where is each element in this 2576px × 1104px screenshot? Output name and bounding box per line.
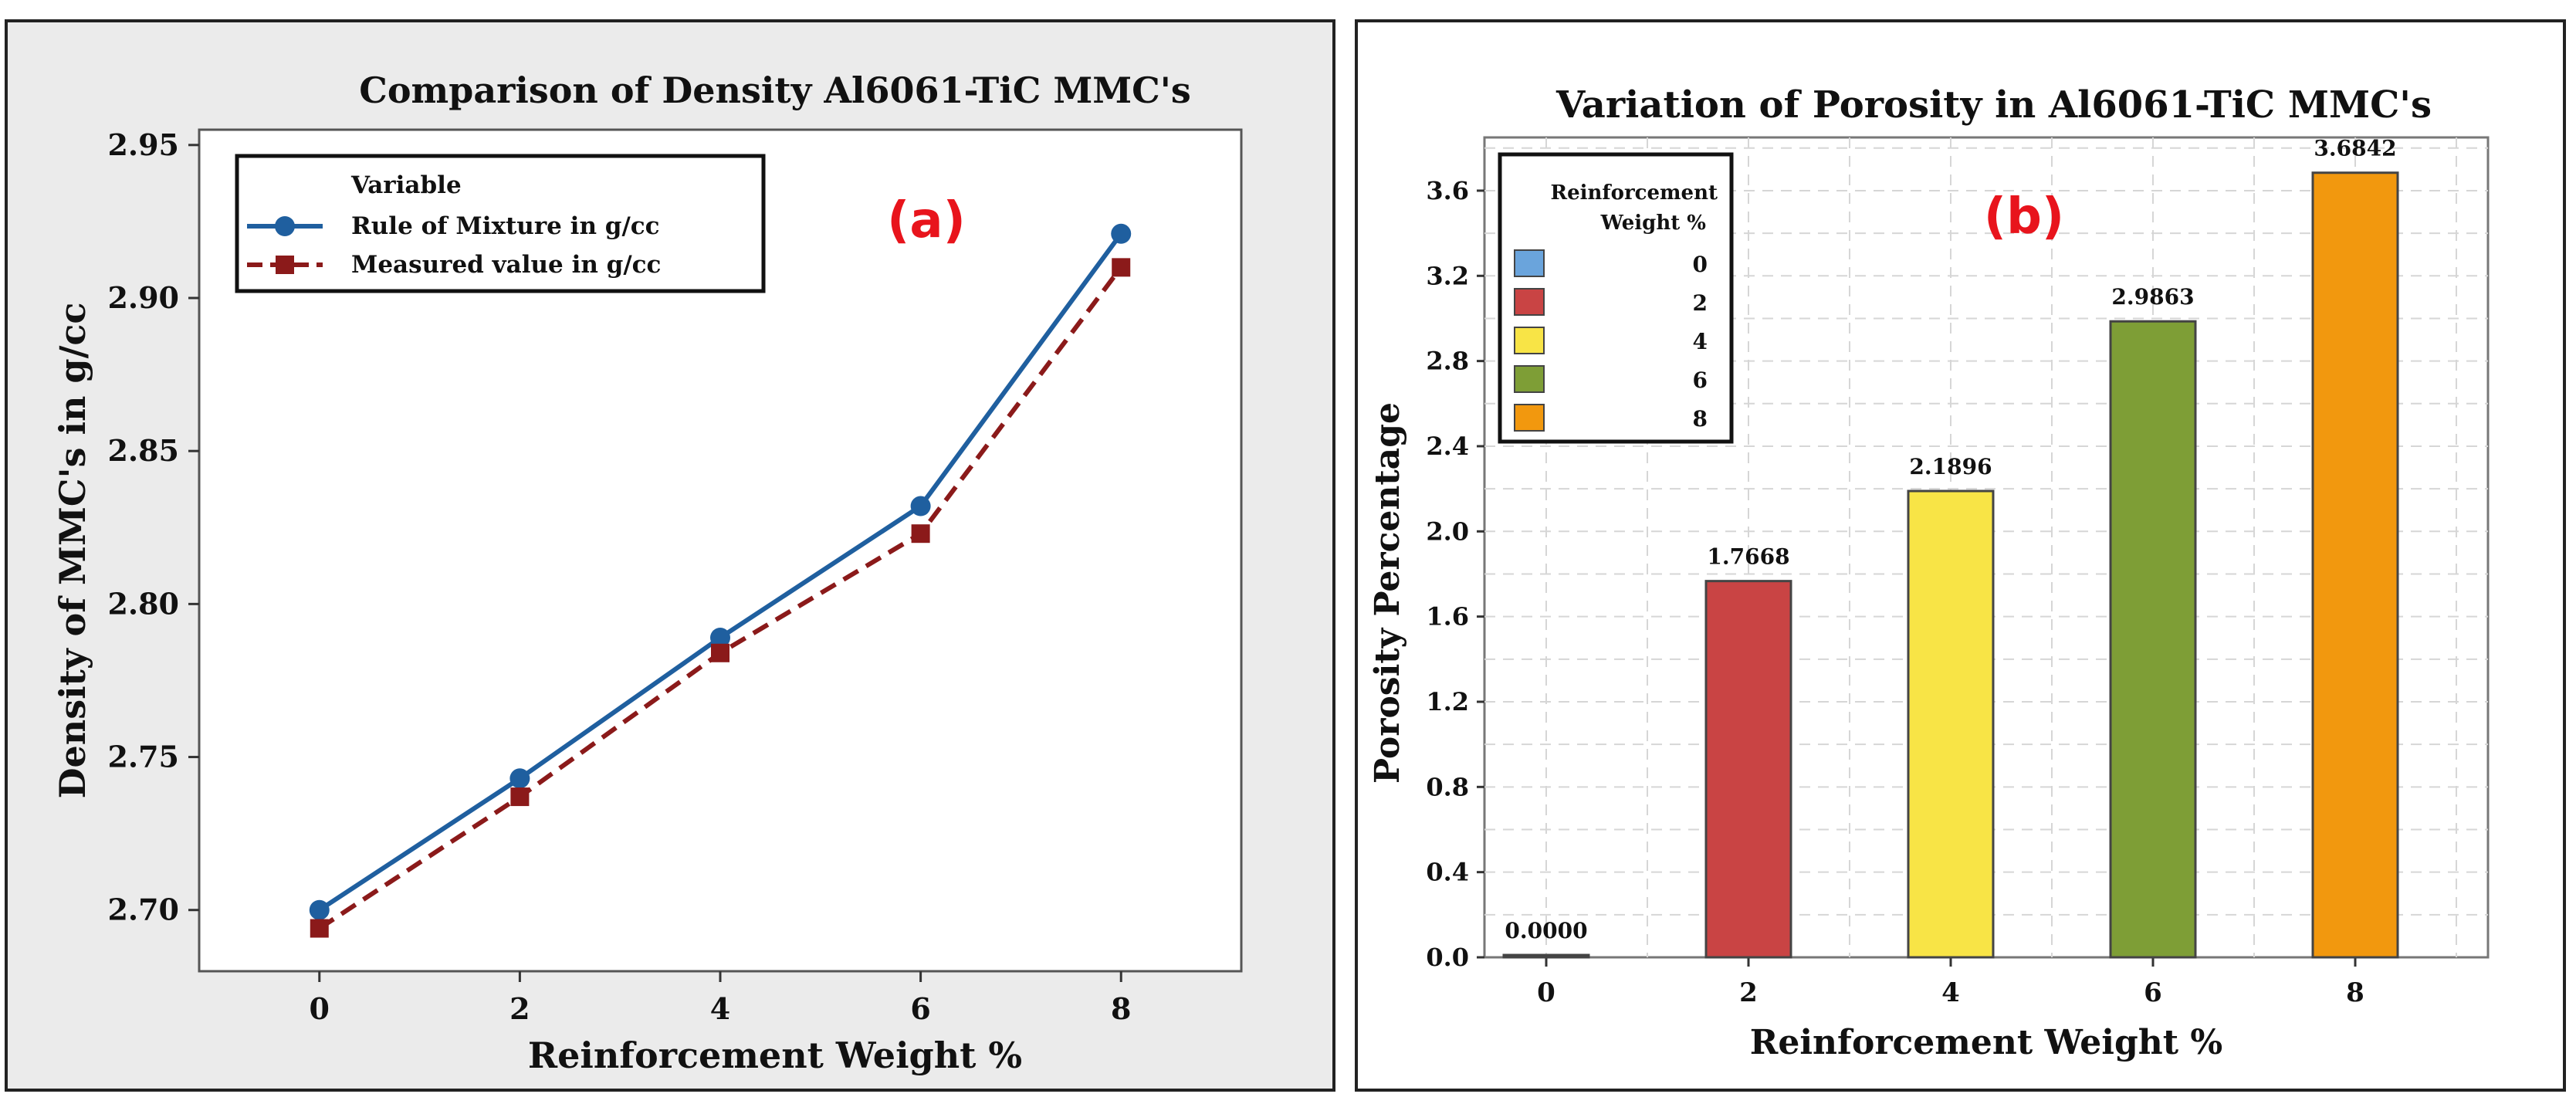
a-xtick-label: 8 (1111, 991, 1131, 1026)
b-legend-label-8: 8 (1693, 406, 1708, 432)
panel-b-legend: Reinforcement Weight % 0 2 4 6 8 (1498, 152, 1734, 444)
a-xtick-label: 0 (310, 991, 330, 1026)
a-xtick-label: 4 (710, 991, 730, 1026)
bar-value-label: 3.6842 (2314, 136, 2396, 161)
b-xtick-label: 2 (1739, 977, 1758, 1008)
b-ytick-label: 1.6 (1426, 602, 1469, 632)
legend-marker-rule-of-mixture (275, 216, 295, 236)
point-rule-of-mixture (309, 899, 330, 920)
panel-b-legend-title-2: Weight % (1600, 212, 1707, 235)
b-legend-swatch-2 (1514, 288, 1545, 316)
a-ytick-label: 2.80 (107, 586, 179, 621)
panel-a-legend-title: Variable (350, 171, 462, 199)
panel-a-y-axis: 2.70 2.75 2.80 2.85 2.90 2.95 (107, 127, 199, 927)
b-xtick-label: 6 (2144, 977, 2162, 1008)
b-xtick-label: 4 (1941, 977, 1960, 1008)
b-ytick-label: 2.4 (1426, 432, 1469, 461)
b-legend-label-2: 2 (1693, 290, 1708, 316)
b-legend-swatch-8 (1514, 404, 1545, 432)
point-measured (911, 524, 930, 544)
b-xtick-label: 0 (1537, 977, 1555, 1008)
bar-weight-2 (1704, 580, 1792, 959)
panel-a-legend: Variable Rule of Mixture in g/cc Measure… (235, 154, 766, 293)
b-ytick-label: 0.8 (1426, 772, 1469, 801)
panel-b-bars: 0.0000 1.7668 2.1896 2.9863 3.6842 (1502, 136, 2399, 959)
panel-a-badge: (a) (887, 192, 966, 249)
panel-a-x-label: Reinforcement Weight % (528, 1035, 1022, 1076)
panel-b-legend-title-1: Reinforcement (1551, 181, 1718, 205)
panel-a-x-axis: 0 2 4 6 8 (310, 971, 1131, 1026)
b-legend-swatch-4 (1514, 327, 1545, 354)
panel-b-title: Variation of Porosity in Al6061-TiC MMC'… (1555, 83, 2432, 127)
bar-weight-8 (2311, 171, 2399, 959)
point-measured (711, 643, 729, 662)
bar-value-label: 2.9863 (2111, 284, 2194, 310)
a-ytick-label: 2.85 (107, 433, 179, 468)
b-ytick-label: 2.8 (1426, 347, 1469, 376)
a-ytick-label: 2.75 (107, 740, 179, 774)
panel-a-series (309, 223, 1132, 938)
panel-a-legend-box (235, 154, 766, 293)
point-measured (1112, 258, 1131, 277)
b-legend-swatch-0 (1514, 249, 1545, 277)
bar-weight-4 (1907, 489, 1995, 959)
point-rule-of-mixture (910, 496, 931, 516)
panel-b: Variation of Porosity in Al6061-TiC MMC'… (1355, 19, 2566, 1092)
point-measured (310, 919, 329, 938)
b-legend-label-0: 0 (1693, 252, 1708, 277)
panel-b-y-label: Porosity Percentage (1368, 402, 1407, 784)
panel-b-x-label: Reinforcement Weight % (1750, 1023, 2222, 1062)
bar-value-label: 2.1896 (1909, 454, 1992, 479)
a-ytick-label: 2.90 (107, 280, 179, 315)
b-legend-label-4: 4 (1693, 329, 1708, 354)
panel-b-x-axis: 0 2 4 6 8 (1537, 957, 2364, 1008)
panel-b-y-axis: 0.0 0.4 0.8 1.2 1.6 2.0 2.4 2.8 3.2 3.6 (1426, 176, 1484, 972)
legend-marker-measured (276, 256, 294, 274)
b-legend-label-6: 6 (1693, 367, 1708, 393)
b-ytick-label: 3.6 (1426, 176, 1469, 205)
panel-b-legend-items: 0 2 4 6 8 (1514, 249, 1708, 432)
legend-label-measured: Measured value in g/cc (351, 251, 661, 279)
point-measured (510, 787, 530, 807)
a-ytick-label: 2.70 (107, 892, 179, 927)
b-ytick-label: 2.0 (1426, 516, 1469, 546)
panel-a-title: Comparison of Density Al6061-TiC MMC's (359, 69, 1191, 111)
point-rule-of-mixture (1111, 223, 1132, 244)
b-legend-swatch-6 (1514, 365, 1545, 393)
bar-weight-0 (1502, 953, 1590, 959)
b-xtick-label: 8 (2346, 977, 2364, 1008)
b-ytick-label: 0.4 (1426, 858, 1469, 887)
panel-a: Comparison of Density Al6061-TiC MMC's 2… (5, 19, 1335, 1092)
bar-weight-6 (2109, 320, 2197, 959)
b-ytick-label: 0.0 (1426, 943, 1469, 972)
bar-value-label: 1.7668 (1707, 544, 1789, 570)
b-ytick-label: 1.2 (1426, 687, 1469, 716)
bar-value-label: 0.0000 (1505, 918, 1587, 943)
point-rule-of-mixture (710, 627, 730, 648)
legend-label-rule-of-mixture: Rule of Mixture in g/cc (351, 212, 660, 240)
a-xtick-label: 6 (910, 991, 930, 1026)
panel-b-badge: (b) (1984, 188, 2064, 246)
a-ytick-label: 2.95 (107, 127, 179, 162)
a-xtick-label: 2 (509, 991, 530, 1026)
b-ytick-label: 3.2 (1426, 261, 1469, 290)
point-rule-of-mixture (509, 768, 530, 789)
panel-a-y-label: Density of MMC's in g/cc (52, 303, 93, 799)
